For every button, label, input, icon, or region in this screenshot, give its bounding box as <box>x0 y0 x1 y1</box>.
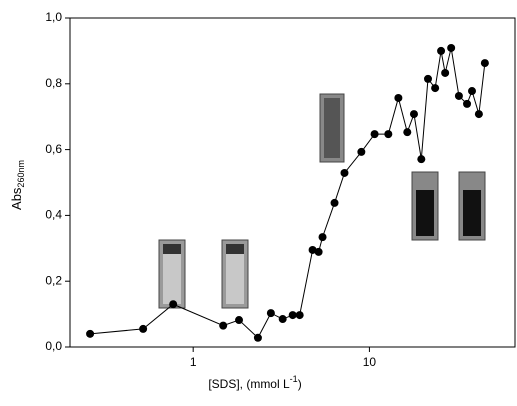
data-point <box>384 130 393 139</box>
data-point <box>314 247 323 256</box>
data-point <box>357 147 366 156</box>
vial-insets <box>158 93 486 309</box>
data-point <box>330 198 339 207</box>
data-point <box>139 324 148 333</box>
y-tick-label: 0,2 <box>45 273 62 287</box>
data-point <box>441 68 450 77</box>
x-axis-title-text: [SDS], (mmol L <box>208 377 290 391</box>
y-axis-title-text: Abs <box>9 187 24 210</box>
data-point <box>219 321 228 330</box>
y-axis-title-sub: 260nm <box>16 160 26 188</box>
data-point <box>403 128 412 137</box>
series-line <box>90 47 486 339</box>
data-point <box>295 311 304 320</box>
data-point <box>288 311 297 320</box>
data-point <box>235 316 244 325</box>
data-point <box>370 130 379 139</box>
x-tick-label: 1 <box>190 355 197 369</box>
y-tick-label: 1,0 <box>45 10 62 24</box>
data-point <box>417 155 426 164</box>
y-tick-label: 0,8 <box>45 76 62 90</box>
vial <box>163 244 181 254</box>
data-point <box>463 99 472 108</box>
data-point <box>409 110 418 119</box>
data-point <box>480 59 489 68</box>
data-point <box>437 46 446 55</box>
y-tick-label: 0,6 <box>45 142 62 156</box>
data-point <box>318 233 327 242</box>
vial <box>463 190 481 236</box>
data-point <box>447 43 456 52</box>
data-point <box>308 245 317 254</box>
data-point <box>86 329 95 338</box>
vial <box>416 190 434 236</box>
plot-frame <box>69 17 516 348</box>
data-point <box>278 315 287 324</box>
y-axis-title: Abs260nm <box>9 160 26 210</box>
y-tick-label: 0,0 <box>45 339 62 353</box>
x-axis-title-sup: -1 <box>290 374 298 384</box>
data-point <box>431 84 440 93</box>
data-point <box>454 91 463 100</box>
x-axis-title: [SDS], (mmol L-1) <box>208 374 301 391</box>
data-point <box>340 168 349 177</box>
vial <box>163 244 181 304</box>
x-tick-label: 10 <box>363 355 377 369</box>
data-point <box>424 74 433 83</box>
vial <box>226 244 244 254</box>
data-point <box>253 333 262 342</box>
y-tick-label: 0,4 <box>45 208 62 222</box>
data-point <box>169 300 178 309</box>
vial <box>226 244 244 304</box>
data-point <box>394 93 403 102</box>
vial <box>324 98 340 158</box>
data-point <box>467 87 476 96</box>
data-point <box>474 110 483 119</box>
data-point <box>266 309 275 318</box>
x-axis-title-end: ) <box>298 377 302 391</box>
